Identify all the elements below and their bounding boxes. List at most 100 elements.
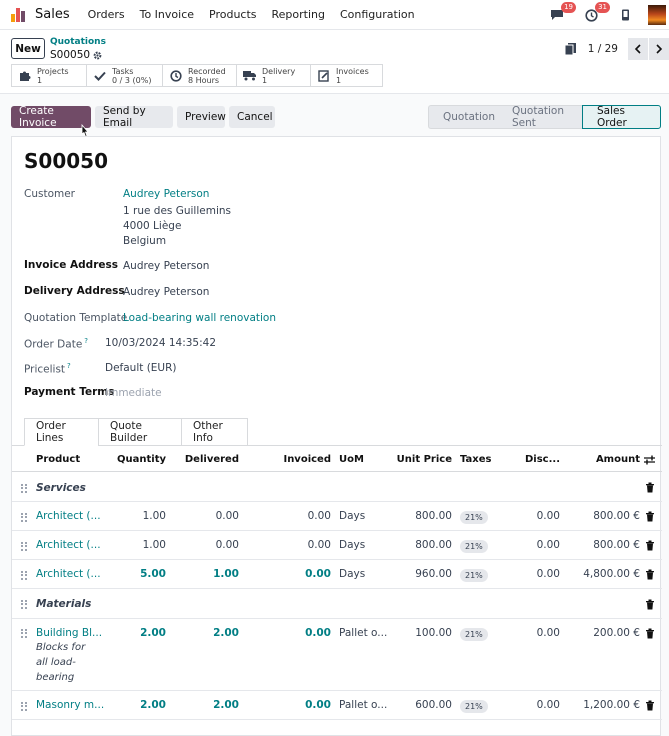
trash-icon[interactable] [645,599,655,610]
invoices-smart-button[interactable]: Invoices 1 [310,64,383,87]
drag-handle-icon[interactable] [21,600,27,609]
col-discount[interactable]: Disc... [524,454,560,465]
col-uom[interactable]: UoM [339,454,364,465]
drag-handle-icon[interactable] [21,513,27,522]
invoice-address-field[interactable]: Audrey Peterson [123,260,210,272]
section-row[interactable]: Materials [12,589,662,619]
col-product[interactable]: Product [36,454,81,465]
discount-cell[interactable]: 0.00 [536,510,560,522]
quantity-cell[interactable]: 5.00 [140,568,166,580]
unit-price-cell[interactable]: 800.00 [415,539,452,551]
trash-icon[interactable] [645,511,655,522]
uom-cell[interactable]: Pallet o... [339,627,388,639]
documents-icon[interactable] [564,42,578,56]
table-row[interactable]: Architect (... 1.00 0.00 0.00 Days 800.0… [12,531,662,560]
col-quantity[interactable]: Quantity [117,454,166,465]
quantity-cell[interactable]: 2.00 [140,699,166,711]
create-invoice-button[interactable]: Create Invoice [11,105,91,129]
messages-icon[interactable]: 19 [546,2,576,23]
recorded-smart-button[interactable]: Recorded 8 Hours [162,64,236,87]
tax-badge[interactable]: 21% [460,628,488,641]
delivery-address-field[interactable]: Audrey Peterson [123,286,210,298]
menu-reporting[interactable]: Reporting [271,8,325,21]
trash-icon[interactable] [645,569,655,580]
pager-previous-button[interactable] [628,38,648,60]
stage-quotation-sent[interactable]: Quotation Sent [498,105,582,129]
discount-cell[interactable]: 0.00 [536,539,560,551]
drag-handle-icon[interactable] [21,571,27,580]
uom-cell[interactable]: Days [339,539,366,551]
customer-field[interactable]: Audrey Peterson [123,188,210,200]
order-date-help-icon[interactable]: ? [84,337,88,345]
delivered-cell[interactable]: 0.00 [215,510,239,522]
column-settings-icon[interactable] [644,455,655,465]
col-amount[interactable]: Amount [595,454,640,465]
clock-icon[interactable]: 31 [580,2,610,23]
menu-to-invoice[interactable]: To Invoice [139,8,195,21]
table-row[interactable]: Architect (... 5.00 1.00 0.00 Days 960.0… [12,560,662,589]
unit-price-cell[interactable]: 800.00 [415,510,452,522]
payment-terms-field[interactable]: Immediate [105,387,162,399]
trash-icon[interactable] [645,628,655,639]
product-cell[interactable]: Building Bl... [36,627,103,639]
drag-handle-icon[interactable] [21,702,27,711]
quotation-template-field[interactable]: Load-bearing wall renovation [123,312,277,324]
quantity-cell[interactable]: 2.00 [140,627,166,639]
uom-cell[interactable]: Days [339,568,366,580]
app-name[interactable]: Sales [35,7,70,22]
discount-cell[interactable]: 0.00 [536,568,560,580]
pager-next-button[interactable] [649,38,669,60]
pricelist-field[interactable]: Default (EUR) [105,362,177,374]
discount-cell[interactable]: 0.00 [536,627,560,639]
quantity-cell[interactable]: 1.00 [142,539,166,551]
tab-order-lines[interactable]: Order Lines [24,418,99,446]
projects-smart-button[interactable]: Projects 1 [11,64,86,87]
delivered-cell[interactable]: 0.00 [215,539,239,551]
unit-price-cell[interactable]: 960.00 [415,568,452,580]
product-cell[interactable]: Architect (... [36,568,101,580]
tab-quote-builder[interactable]: Quote Builder [98,418,182,446]
preview-button[interactable]: Preview [177,106,226,128]
delivered-cell[interactable]: 2.00 [213,699,239,711]
cancel-button[interactable]: Cancel [229,106,275,128]
product-cell[interactable]: Masonry m... [36,699,105,711]
tasks-smart-button[interactable]: Tasks 0 / 3 (0%) [86,64,162,87]
tax-badge[interactable]: 21% [460,540,488,553]
pricelist-help-icon[interactable]: ? [67,362,71,370]
menu-orders[interactable]: Orders [87,8,125,21]
drag-handle-icon[interactable] [21,542,27,551]
unit-price-cell[interactable]: 600.00 [415,699,452,711]
table-row[interactable]: Building Bl... Blocks for all load-beari… [12,619,662,691]
tax-badge[interactable]: 21% [460,569,488,582]
drag-handle-icon[interactable] [21,629,27,638]
tax-badge[interactable]: 21% [460,511,488,524]
product-description[interactable]: Blocks for all load-bearing [36,640,94,682]
user-avatar[interactable] [648,5,666,25]
quantity-cell[interactable]: 1.00 [142,510,166,522]
phone-icon[interactable] [614,7,636,23]
tax-badge[interactable]: 21% [460,700,488,713]
tab-other-info[interactable]: Other Info [181,418,248,446]
col-invoiced[interactable]: Invoiced [283,454,331,465]
trash-icon[interactable] [645,700,655,711]
uom-cell[interactable]: Pallet o... [339,699,388,711]
col-unit-price[interactable]: Unit Price [396,454,452,465]
delivered-cell[interactable]: 1.00 [213,568,239,580]
sales-app-icon[interactable] [11,7,27,22]
unit-price-cell[interactable]: 100.00 [415,627,452,639]
delivery-smart-button[interactable]: Delivery 1 [236,64,310,87]
menu-products[interactable]: Products [209,8,257,21]
table-row[interactable]: Architect (... 1.00 0.00 0.00 Days 800.0… [12,502,662,531]
pager-value[interactable]: 1 / 29 [587,43,618,55]
product-cell[interactable]: Architect (... [36,539,101,551]
stage-sales-order[interactable]: Sales Order [582,105,661,129]
delivered-cell[interactable]: 2.00 [213,627,239,639]
discount-cell[interactable]: 0.00 [536,699,560,711]
gear-icon[interactable] [93,51,102,60]
breadcrumb-quotations[interactable]: Quotations [50,37,106,47]
trash-icon[interactable] [645,540,655,551]
section-row[interactable]: Services [12,473,662,502]
menu-configuration[interactable]: Configuration [340,8,415,21]
trash-icon[interactable] [645,482,655,493]
col-taxes[interactable]: Taxes [460,454,492,465]
